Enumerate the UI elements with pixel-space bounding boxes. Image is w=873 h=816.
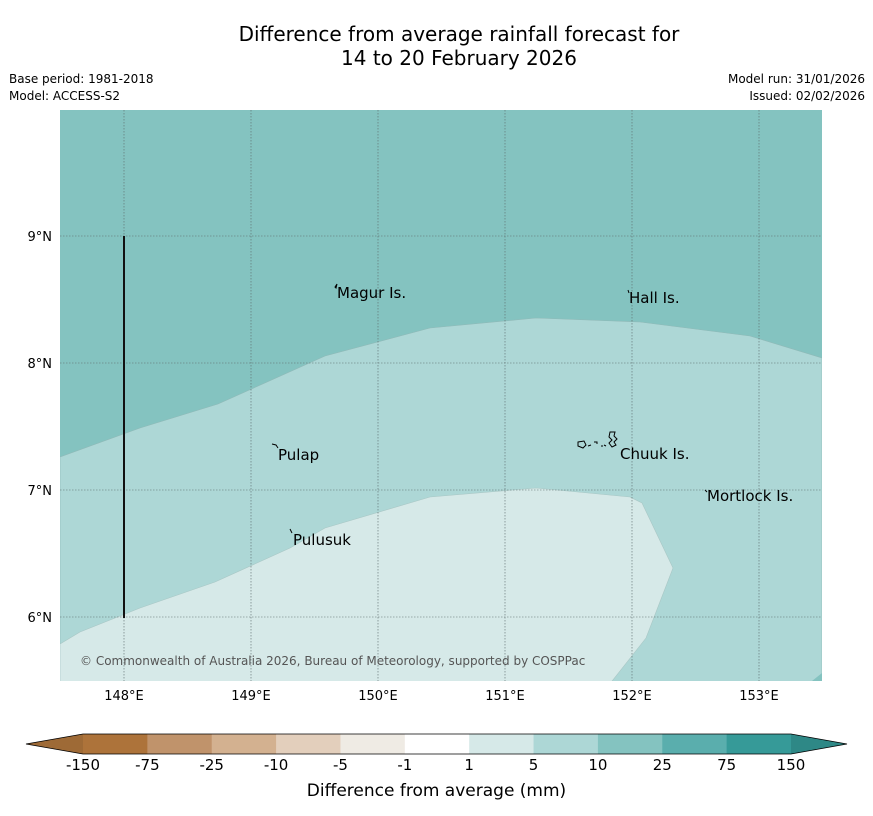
- colorbar-tick-label: 5: [528, 756, 539, 774]
- colorbar-extend-high: [791, 734, 847, 754]
- colorbar-segment: [469, 734, 535, 754]
- magur-island-shape: [334, 283, 338, 289]
- meta-right: Model run: 31/01/2026 Issued: 02/02/2026: [728, 71, 865, 105]
- map-area: Magur Is. Hall Is. Pulap Chuuk Is. Mortl…: [60, 110, 822, 681]
- colorbar-title: Difference from average (mm): [306, 781, 567, 801]
- place-magur-is: Magur Is.: [337, 284, 406, 302]
- colorbar-tick-label: 25: [652, 756, 672, 774]
- hall-island-shape: [627, 289, 630, 294]
- colorbar-segment: [533, 734, 599, 754]
- band-1-5: [60, 487, 674, 681]
- chuuk-lagoon-shape: [577, 431, 618, 449]
- colorbar-tick-label: -1: [397, 756, 413, 774]
- map-title: Difference from average rainfall forecas…: [0, 22, 873, 70]
- colorbar-tick-label: 75: [717, 756, 737, 774]
- colorbar-extend-low: [26, 734, 83, 754]
- lon-label-150e: 150°E: [358, 689, 398, 704]
- model-name: Model: ACCESS-S2: [9, 89, 121, 103]
- copyright-notice: © Commonwealth of Australia 2026, Bureau…: [80, 654, 585, 668]
- title-line-2: 14 to 20 February 2026: [341, 46, 577, 70]
- lat-label-6n: 6°N: [28, 611, 53, 626]
- pulap-island-shape: [271, 443, 279, 449]
- colorbar-outline: [25, 733, 848, 755]
- base-period: Base period: 1981-2018: [9, 72, 154, 86]
- colorbar-segment: [726, 734, 792, 754]
- colorbar-segment: [83, 734, 148, 754]
- place-labels: Magur Is. Hall Is. Pulap Chuuk Is. Mortl…: [278, 284, 793, 549]
- title-line-1: Difference from average rainfall forecas…: [238, 22, 680, 46]
- colorbar-tick-label: 1: [464, 756, 474, 774]
- lon-label-152e: 152°E: [612, 689, 652, 704]
- colorbar-segment: [404, 734, 470, 754]
- lon-label-149e: 149°E: [231, 689, 271, 704]
- colorbar-tick-label: -150: [65, 756, 101, 774]
- place-pulap: Pulap: [278, 446, 319, 464]
- colorbar-tick-label: 150: [776, 756, 806, 774]
- lat-label-8n: 8°N: [28, 357, 53, 372]
- lon-label-153e: 153°E: [739, 689, 779, 704]
- lon-tick-labels: 148°E 149°E 150°E 151°E 152°E 153°E: [104, 689, 779, 704]
- colorbar-segment: [662, 734, 728, 754]
- colorbar-segment: [340, 734, 406, 754]
- colorbar: [25, 733, 848, 755]
- mortlock-island-shape: [704, 489, 708, 493]
- lat-label-7n: 7°N: [28, 484, 53, 499]
- colorbar-tick-label: -10: [263, 756, 289, 774]
- colorbar-tick-label: -75: [135, 756, 160, 774]
- place-chuuk-is: Chuuk Is.: [620, 445, 689, 463]
- pulusuk-island-shape: [289, 528, 293, 534]
- lon-label-151e: 151°E: [485, 689, 525, 704]
- lat-tick-labels: 9°N 8°N 7°N 6°N: [28, 230, 53, 626]
- model-run: Model run: 31/01/2026: [727, 72, 865, 86]
- band-1-5-corner: [812, 673, 822, 681]
- lon-label-148e: 148°E: [104, 689, 144, 704]
- colorbar-segment: [276, 734, 341, 754]
- meta-left: Base period: 1981-2018 Model: ACCESS-S2: [9, 71, 154, 105]
- colorbar-segment: [147, 734, 213, 754]
- colorbar-tick-label: -25: [199, 756, 224, 774]
- place-pulusuk: Pulusuk: [293, 531, 351, 549]
- colorbar-tick-label: -5: [332, 756, 348, 774]
- lat-label-9n: 9°N: [28, 230, 53, 245]
- island-outlines: [271, 283, 708, 534]
- place-mortlock-is: Mortlock Is.: [707, 487, 793, 505]
- issued-date: Issued: 02/02/2026: [749, 89, 865, 103]
- colorbar-segment: [211, 734, 277, 754]
- colorbar-tick-label: 10: [588, 756, 608, 774]
- colorbar-segment: [597, 734, 663, 754]
- place-hall-is: Hall Is.: [629, 289, 680, 307]
